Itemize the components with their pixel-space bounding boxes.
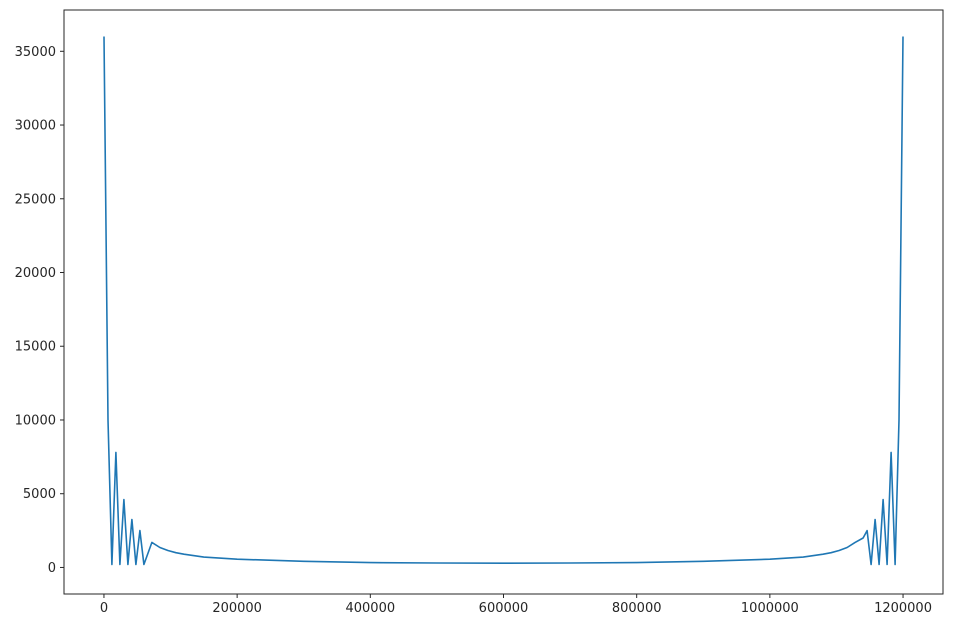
x-tick-label: 1000000	[741, 601, 799, 616]
y-tick-label: 35000	[15, 45, 56, 60]
x-tick-label: 800000	[612, 601, 662, 616]
y-tick-label: 20000	[15, 266, 56, 281]
plot-area	[103, 36, 904, 566]
x-tick-label: 1200000	[874, 601, 932, 616]
x-axis: 0 200000 400000 600000 800000 1000000 1200000	[100, 594, 932, 616]
x-tick-label: 200000	[212, 601, 262, 616]
x-tick-label: 0	[100, 601, 108, 616]
y-tick-label: 25000	[15, 192, 56, 207]
y-tick-label: 15000	[15, 340, 56, 355]
y-tick-label: 10000	[15, 413, 56, 428]
y-axis: 0 5000 10000 15000 20000 25000 30000 35000	[15, 45, 64, 576]
y-tick-label: 30000	[15, 119, 56, 134]
x-tick-label: 600000	[479, 601, 529, 616]
x-tick-label: 400000	[345, 601, 395, 616]
series-line-0	[103, 36, 904, 566]
y-tick-label: 5000	[23, 487, 56, 502]
y-tick-label: 0	[48, 561, 56, 576]
